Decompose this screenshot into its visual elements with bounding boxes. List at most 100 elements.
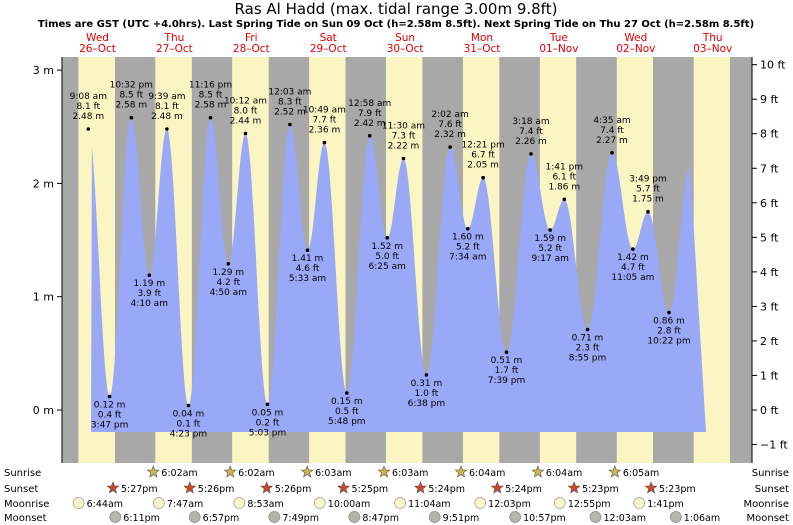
tide-label: 2.26 m: [515, 137, 547, 147]
moonrise-time: 12:55pm: [568, 499, 611, 510]
tide-label: 1.59 m: [534, 234, 566, 244]
tide-label: 7.4 ft: [600, 126, 624, 136]
row-label-left: Sunrise: [4, 468, 41, 479]
moonset-time: 9:51pm: [443, 513, 480, 524]
moonrise-icon: [72, 497, 85, 509]
tide-label: 5.0 ft: [375, 252, 399, 262]
tide-point: [631, 247, 635, 251]
sunset-icon: [644, 481, 658, 494]
day-name: Mon: [471, 32, 493, 44]
sunset-icon: [413, 481, 427, 494]
moonset-time: 6:11pm: [123, 513, 160, 524]
moonset-icon: [268, 511, 281, 523]
tide-label: 2.48 m: [72, 112, 104, 122]
tide-label: 11:30 am: [382, 122, 425, 132]
tide-label: 4.2 ft: [216, 278, 240, 288]
tide-label: 10:49 am: [303, 106, 346, 116]
day-date: 28–Oct: [233, 43, 270, 55]
tide-point: [466, 226, 470, 231]
day-date: 30–Oct: [387, 43, 424, 55]
tide-point: [667, 310, 671, 315]
tide-point: [322, 140, 327, 145]
tide-label: 2.52 m: [274, 108, 306, 118]
right-tick-label: 2 ft: [760, 335, 779, 348]
sunrise-icon: [454, 465, 468, 478]
tide-label: 1.52 m: [371, 242, 403, 252]
left-tick-label: 0 m: [33, 404, 54, 417]
moonrise-time: 8:53am: [247, 499, 283, 510]
tide-point: [243, 131, 248, 136]
right-tick-label: 6 ft: [760, 197, 779, 210]
tide-label: 2.32 m: [434, 130, 466, 140]
tide-label: 1.41 m: [292, 254, 324, 264]
tide-label: 2.27 m: [596, 136, 628, 146]
right-tick-label: 9 ft: [760, 93, 779, 106]
tide-label: 2.58 m: [195, 101, 227, 111]
moonrise-time: 1:41pm: [647, 499, 684, 510]
sun-moon-table: Sunrise Sunrise Sunset Sunset Moonrise Moonri…: [4, 465, 789, 524]
tide-label: 0.5 ft: [335, 407, 359, 417]
right-tick-label: 5 ft: [760, 231, 779, 244]
tide-point: [385, 236, 390, 240]
right-tick-label: −1 ft: [760, 439, 788, 452]
tide-point: [401, 156, 406, 161]
moonrise-icon: [153, 497, 165, 509]
tide-label: 0.71 m: [572, 334, 604, 344]
tide-label: 1.86 m: [548, 182, 580, 192]
tide-label: 1.29 m: [212, 268, 244, 278]
left-tick-label: 1 m: [33, 291, 54, 304]
sunset-icon: [490, 481, 504, 494]
day-date: 02–Nov: [616, 43, 655, 55]
moonset-time: 6:57pm: [203, 513, 240, 524]
sunset-time: 5:27pm: [121, 484, 158, 495]
tide-label: 3.9 ft: [137, 289, 161, 299]
tide-point: [305, 248, 310, 252]
tide-label: 12:58 am: [348, 99, 391, 109]
tide-point: [147, 273, 152, 278]
row-label-right: Sunrise: [752, 468, 789, 479]
moonset-icon: [509, 511, 521, 523]
moonset-time: 7:49pm: [282, 513, 319, 524]
tide-label: 2.48 m: [151, 112, 183, 122]
day-date: 31–Oct: [464, 43, 501, 55]
sunrise-icon: [300, 465, 314, 478]
tide-label: 7.3 ft: [392, 132, 416, 142]
moonrise-time: 10:00am: [328, 499, 370, 510]
day-date: 03–Nov: [693, 43, 732, 55]
tide-label: 8.1 ft: [155, 102, 179, 112]
tide-label: 3:49 pm: [629, 175, 667, 185]
row-label-left: Moonrise: [4, 499, 49, 510]
tide-label: 2.3 ft: [576, 344, 600, 354]
day-name: Wed: [624, 32, 647, 44]
right-tick-label: 3 ft: [760, 300, 779, 313]
tide-label: 8.5 ft: [199, 91, 223, 101]
tide-point: [548, 228, 552, 232]
tide-label: 2.05 m: [467, 161, 499, 171]
tide-point: [646, 209, 650, 214]
tide-point: [610, 151, 614, 155]
sunset-time: 5:23pm: [582, 484, 619, 495]
tide-label: 10:12 am: [224, 97, 267, 107]
tide-point: [367, 134, 372, 138]
tide-point: [265, 402, 270, 407]
tide-point: [529, 152, 533, 156]
tide-label: 3:47 pm: [91, 420, 129, 430]
tide-label: 7.9 ft: [358, 109, 382, 119]
sunset-icon: [567, 481, 581, 494]
moonrise-time: 6:44am: [87, 499, 123, 510]
day-date: 29–Oct: [310, 43, 347, 55]
tide-point: [226, 262, 231, 266]
sunrise-time: 6:04am: [469, 468, 505, 479]
sunset-icon: [260, 481, 274, 494]
tide-label: 5:48 pm: [328, 417, 366, 427]
day-name: Tue: [549, 32, 568, 44]
tide-point: [448, 145, 452, 149]
right-tick-label: 1 ft: [760, 369, 779, 382]
sunrise-time: 6:03am: [315, 468, 351, 479]
chart-subtitle: Times are GST (UTC +4.0hrs). Last Spring…: [38, 19, 754, 30]
tide-label: 2.8 ft: [657, 327, 681, 337]
tide-point: [86, 127, 91, 131]
tide-label: 0.04 m: [173, 410, 205, 420]
day-name: Thu: [702, 32, 723, 44]
day-labels: Wed26–OctThu27–OctFri28–OctSat29–OctSun3…: [79, 32, 732, 55]
